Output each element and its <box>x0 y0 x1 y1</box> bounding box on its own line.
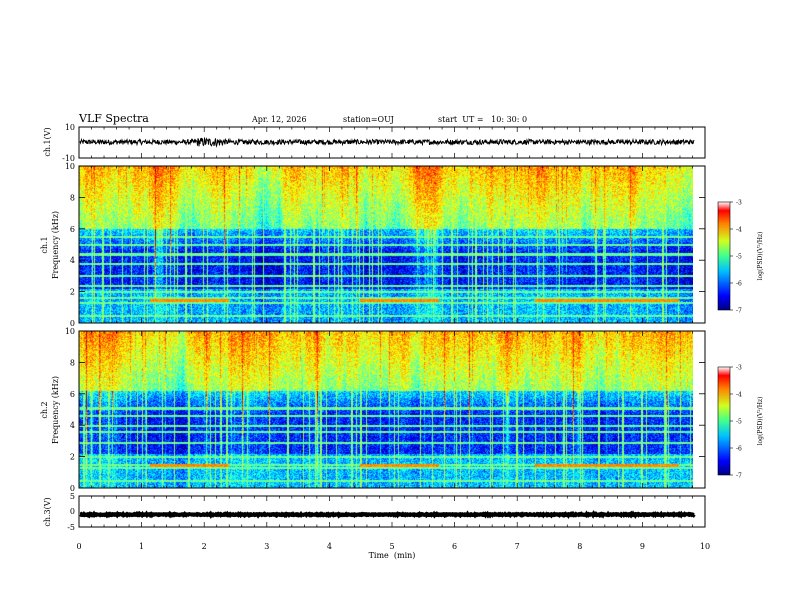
ch3-waveform-ylabel: ch.3(V) <box>43 497 52 526</box>
freq-tick-label: 0 <box>70 319 75 328</box>
colorbar-tick-label: -3 <box>736 200 742 207</box>
ch1-spectrogram-ylabel-freq: Frequency (kHz) <box>51 211 60 279</box>
freq-tick-label: 8 <box>70 193 75 202</box>
date-label: Apr. 12, 2026 <box>251 115 307 124</box>
freq-tick-label: 2 <box>70 288 75 297</box>
time-tick-label: 2 <box>202 542 207 551</box>
time-tick-label: 4 <box>327 542 332 551</box>
ch1-waveform-ytick-top: 10 <box>65 123 75 132</box>
freq-tick-label: 10 <box>65 327 75 336</box>
colorbar-tick-label: -4 <box>736 392 742 399</box>
ch2-spectrogram-ylabel-freq: Frequency (kHz) <box>51 376 60 444</box>
colorbar-tick-label: -6 <box>736 446 742 453</box>
time-tick-label: 8 <box>577 542 582 551</box>
colorbar-tick-label: -4 <box>736 227 742 234</box>
freq-tick-label: 4 <box>70 256 75 265</box>
x-axis-label: Time (min) <box>369 551 416 560</box>
ch3-waveform-ytick-bottom: -5 <box>67 523 75 532</box>
colorbar-tick-label: -6 <box>736 281 742 288</box>
time-axis-ticks <box>78 127 706 527</box>
freq-tick-label: 10 <box>65 162 75 171</box>
ch1-colorbar <box>717 201 731 311</box>
colorbar-tick-label: -5 <box>736 419 742 426</box>
freq-tick-label: 4 <box>70 421 75 430</box>
colorbar-tick-label: -7 <box>736 473 742 480</box>
ch1-colorbar-label: log(PSD)(V²/Hz) <box>757 232 764 281</box>
time-tick-label: 6 <box>452 542 457 551</box>
time-tick-label: 7 <box>515 542 520 551</box>
ch1-waveform-panel: 10 -10 ch.1(V) <box>43 123 706 163</box>
ch3-waveform-ytick-top: 5 <box>70 492 75 501</box>
time-tick-label: 3 <box>264 542 269 551</box>
ch1-spectrogram-ylabel: ch.1 <box>40 236 49 253</box>
time-tick-label: 0 <box>76 542 81 551</box>
ch1-waveform-ylabel: ch.1(V) <box>43 127 52 156</box>
station-label: station=OUJ <box>343 115 394 124</box>
freq-tick-label: 6 <box>70 225 75 234</box>
ch3-waveform-frame <box>78 495 706 528</box>
time-tick-label: 9 <box>640 542 645 551</box>
ch1-spectrogram-image <box>79 166 693 323</box>
ch1-waveform-ytick-bottom: -10 <box>62 154 75 163</box>
time-tick-label: 5 <box>389 542 394 551</box>
colorbar-tick-label: -3 <box>736 365 742 372</box>
ch2-spectrogram-ylabel: ch.2 <box>40 401 49 418</box>
colorbar-tick-label: -5 <box>736 254 742 261</box>
ch3-waveform-ytick-middle: 0 <box>70 507 75 516</box>
time-axis-labels: 0 1 2 3 4 5 6 7 8 9 10 <box>76 542 710 551</box>
freq-tick-label: 2 <box>70 453 75 462</box>
ch1-waveform-trace <box>79 136 695 148</box>
time-tick-label: 10 <box>700 542 710 551</box>
freq-tick-label: 0 <box>70 484 75 493</box>
time-tick-label: 1 <box>139 542 144 551</box>
freq-tick-label: 6 <box>70 390 75 399</box>
ch2-spectrogram-image <box>79 331 693 488</box>
ch2-colorbar-label: log(PSD)(V²/Hz) <box>757 397 764 446</box>
ch3-waveform-trace <box>79 509 696 520</box>
figure-title: VLF Spectra <box>78 112 149 125</box>
freq-tick-label: 8 <box>70 358 75 367</box>
start-time-label: start UT = 10: 30: 0 <box>438 115 527 124</box>
ch3-waveform-panel: 5 0 -5 ch.3(V) <box>43 492 706 532</box>
colorbar-tick-label: -7 <box>736 308 742 315</box>
ch2-colorbar <box>717 366 731 476</box>
